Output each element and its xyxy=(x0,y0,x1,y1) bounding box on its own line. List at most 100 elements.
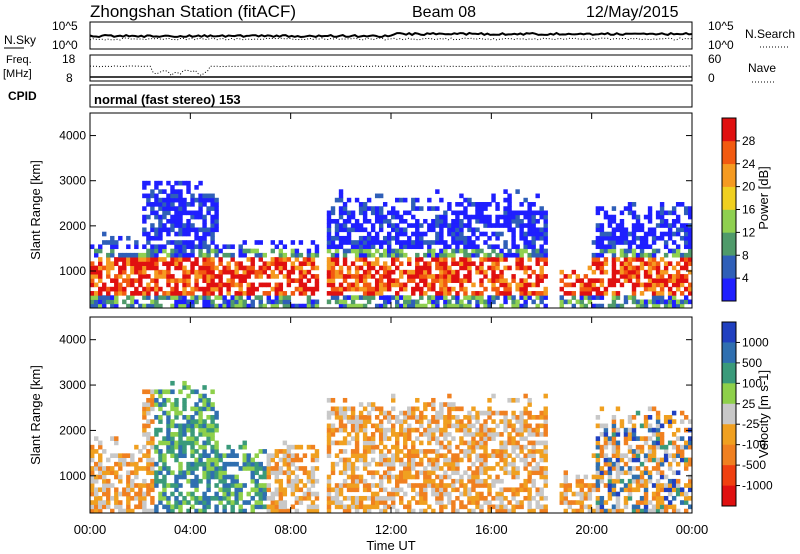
heatmap-cell xyxy=(306,295,312,300)
heatmap-cell xyxy=(114,487,119,493)
heatmap-cell xyxy=(346,214,352,220)
heatmap-cell xyxy=(611,261,617,267)
heatmap-cell xyxy=(138,500,143,505)
heatmap-cell xyxy=(535,218,540,224)
heatmap-cell xyxy=(491,419,496,424)
heatmap-cell xyxy=(178,449,183,454)
heatmap-cell xyxy=(162,206,167,211)
heatmap-cell xyxy=(210,406,215,412)
heatmap-cell xyxy=(395,210,400,216)
heatmap-cell xyxy=(354,223,360,228)
heatmap-cell xyxy=(174,299,179,305)
heatmap-cell xyxy=(174,214,179,220)
colorbar-tick-label: 500 xyxy=(742,356,762,370)
heatmap-cell xyxy=(507,206,512,211)
heatmap-cell xyxy=(491,393,496,399)
heatmap-cell xyxy=(178,461,183,467)
heatmap-cell xyxy=(595,223,601,228)
heatmap-cell xyxy=(126,504,131,510)
heatmap-cell xyxy=(479,248,484,254)
heatmap-cell xyxy=(238,508,243,514)
heatmap-cell xyxy=(667,478,673,484)
heatmap-cell xyxy=(350,415,356,420)
heatmap-cell xyxy=(487,474,492,480)
heatmap-cell xyxy=(519,449,524,454)
heatmap-cell xyxy=(190,504,195,510)
heatmap-cell xyxy=(90,261,95,267)
heatmap-cell xyxy=(190,389,195,395)
heatmap-cell xyxy=(479,257,484,262)
heatmap-cell xyxy=(382,457,388,463)
heatmap-cell xyxy=(226,265,231,271)
heatmap-cell xyxy=(210,248,215,254)
heatmap-cell xyxy=(126,278,131,283)
heatmap-cell xyxy=(242,466,247,471)
heatmap-cell xyxy=(439,453,444,459)
heatmap-cell xyxy=(102,470,107,476)
heatmap-cell xyxy=(350,453,356,459)
heatmap-cell xyxy=(419,495,424,501)
heatmap-cell xyxy=(471,495,476,501)
heatmap-cell xyxy=(631,449,637,454)
heatmap-cell xyxy=(330,252,336,258)
heatmap-cell xyxy=(595,265,601,271)
heatmap-cell xyxy=(314,274,320,279)
heatmap-cell xyxy=(431,415,436,420)
heatmap-cell xyxy=(362,303,368,309)
heatmap-cell xyxy=(539,466,544,471)
heatmap-cell xyxy=(475,227,480,233)
heatmap-cell xyxy=(138,282,143,288)
heatmap-cell xyxy=(503,295,508,300)
heatmap-cell xyxy=(499,449,504,454)
heatmap-cell xyxy=(675,508,681,514)
heatmap-cell xyxy=(110,483,115,488)
heatmap-cell xyxy=(655,508,661,514)
nave-tick-top: 60 xyxy=(708,52,722,66)
heatmap-cell xyxy=(447,495,452,501)
heatmap-cell xyxy=(611,257,617,262)
heatmap-cell xyxy=(298,261,304,267)
heatmap-cell xyxy=(483,223,488,228)
heatmap-cell xyxy=(407,295,412,300)
heatmap-cell xyxy=(346,495,352,501)
heatmap-cell xyxy=(611,508,617,514)
heatmap-cell xyxy=(222,461,227,467)
heatmap-cell xyxy=(451,286,456,292)
heatmap-cell xyxy=(635,223,641,228)
heatmap-cell xyxy=(527,474,532,480)
heatmap-cell xyxy=(467,265,472,271)
heatmap-cell xyxy=(194,436,199,441)
heatmap-cell xyxy=(543,227,548,233)
heatmap-cell xyxy=(439,265,444,271)
heatmap-cell xyxy=(511,444,516,450)
heatmap-cell xyxy=(467,453,472,459)
heatmap-cell xyxy=(427,402,432,407)
heatmap-cell xyxy=(543,504,548,510)
heatmap-cell xyxy=(443,295,448,300)
heatmap-cell xyxy=(515,214,520,220)
heatmap-cell xyxy=(671,252,677,258)
heatmap-cell xyxy=(575,299,581,305)
heatmap-cell xyxy=(635,487,641,493)
heatmap-cell xyxy=(178,500,183,505)
heatmap-cell xyxy=(459,282,464,288)
heatmap-cell xyxy=(639,500,645,505)
heatmap-cell xyxy=(619,248,625,254)
heatmap-cell xyxy=(354,436,360,441)
heatmap-cell xyxy=(543,508,548,514)
heatmap-cell xyxy=(310,470,316,476)
heatmap-cell xyxy=(114,244,119,250)
heatmap-cell xyxy=(294,303,300,309)
heatmap-cell xyxy=(198,500,203,505)
heatmap-cell xyxy=(399,197,404,203)
heatmap-cell xyxy=(282,303,288,309)
heatmap-cell xyxy=(330,470,336,476)
heatmap-cell xyxy=(206,231,211,237)
heatmap-cell xyxy=(487,223,492,228)
heatmap-cell xyxy=(487,427,492,433)
heatmap-cell xyxy=(523,427,528,433)
heatmap-cell xyxy=(354,265,360,271)
heatmap-cell xyxy=(130,257,135,262)
heatmap-cell xyxy=(106,269,111,275)
heatmap-cell xyxy=(611,248,617,254)
